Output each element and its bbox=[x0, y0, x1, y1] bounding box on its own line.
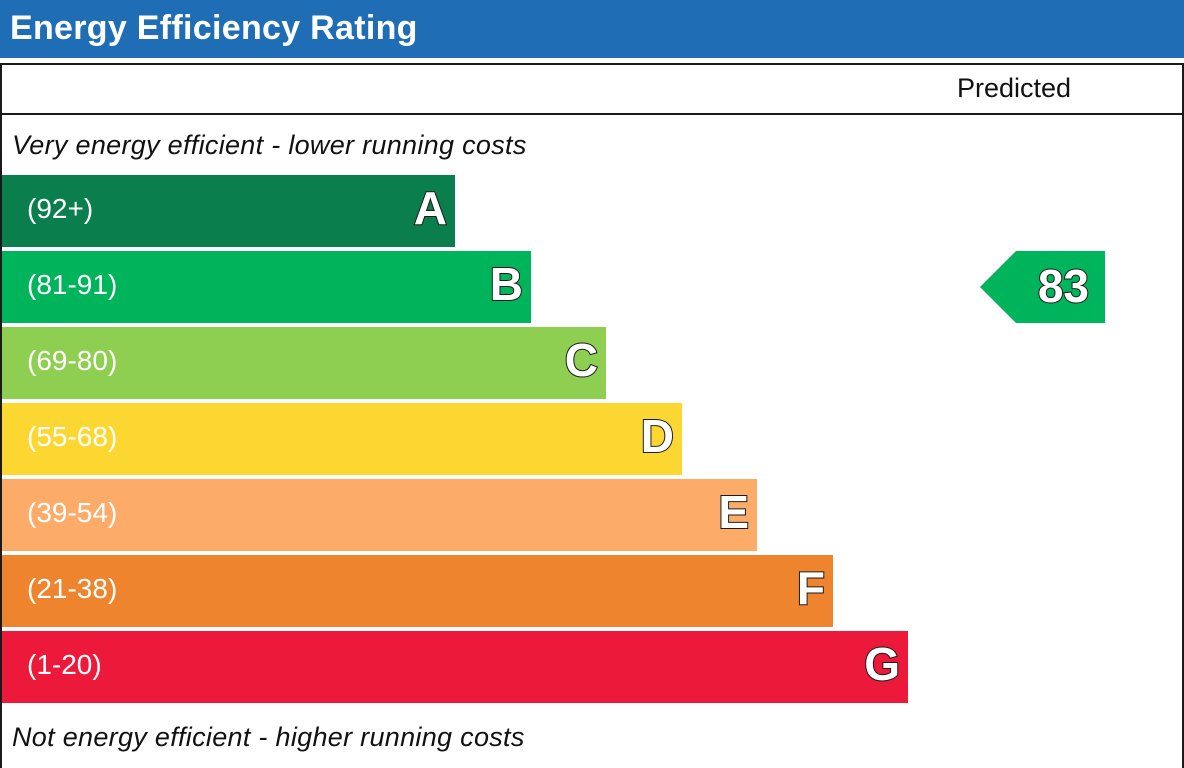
rating-band-letter: F bbox=[796, 561, 826, 615]
bottom-efficiency-note: Not energy efficient - higher running co… bbox=[12, 722, 525, 752]
rating-band-range: (69-80) bbox=[27, 345, 118, 376]
rating-band-range: (92+) bbox=[27, 193, 94, 224]
top-efficiency-note: Very energy efficient - lower running co… bbox=[12, 130, 527, 160]
rating-band-c: (69-80) C bbox=[2, 327, 606, 399]
chart-title: Energy Efficiency Rating bbox=[10, 9, 418, 47]
rating-band-a: (92+) A bbox=[2, 175, 455, 247]
rating-band-e: (39-54) E bbox=[2, 479, 757, 551]
chart-frame bbox=[0, 63, 1184, 768]
rating-band-range: (55-68) bbox=[27, 421, 118, 452]
rating-band-f: (21-38) F bbox=[2, 555, 833, 627]
rating-band-letter: C bbox=[564, 333, 599, 387]
rating-band-letter: B bbox=[489, 257, 524, 311]
rating-band-range: (81-91) bbox=[27, 269, 118, 300]
predicted-rating-indicator: 83 bbox=[980, 251, 1105, 323]
rating-band-letter: A bbox=[413, 181, 448, 235]
rating-band-range: (1-20) bbox=[27, 649, 102, 680]
predicted-column-label: Predicted bbox=[957, 73, 1072, 103]
rating-band-letter: G bbox=[863, 637, 901, 691]
rating-band-b: (81-91) B bbox=[2, 251, 531, 323]
rating-band-range: (39-54) bbox=[27, 497, 118, 528]
rating-band-g: (1-20) G bbox=[2, 631, 908, 703]
header-row-divider bbox=[0, 113, 1184, 115]
rating-band-letter: E bbox=[717, 485, 750, 539]
rating-band-range: (21-38) bbox=[27, 573, 118, 604]
chart-header: Energy Efficiency Rating bbox=[0, 0, 1184, 58]
predicted-rating-value: 83 bbox=[1037, 259, 1090, 313]
rating-band-d: (55-68) D bbox=[2, 403, 682, 475]
rating-band-letter: D bbox=[640, 409, 675, 463]
predicted-arrow-shape bbox=[980, 251, 1105, 323]
